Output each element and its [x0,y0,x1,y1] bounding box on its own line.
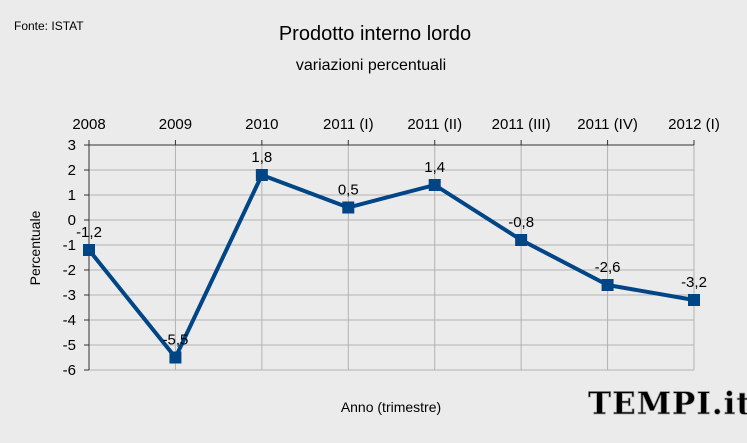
x-axis-title: Anno (trimestre) [341,399,441,415]
chart-title: Prodotto interno lordo [279,23,471,45]
data-label: -5,5 [162,332,188,349]
data-point-marker [342,201,355,214]
data-point-marker [83,244,95,256]
x-tick-label: 2011 (IV) [577,116,638,133]
watermark-logo: TEMPI.it [588,386,747,422]
x-tick-label: 2011 (III) [492,116,551,133]
data-label: -0,8 [508,214,534,231]
x-tick-label: 2010 [245,116,278,133]
data-point-marker [601,279,614,291]
data-point-marker [255,169,268,181]
y-tick-label: 0 [68,212,76,229]
y-tick-label: 1 [68,187,76,204]
y-tick-label: -4 [63,312,76,329]
y-tick-label: -3 [63,287,76,304]
y-tick-label: 2 [68,162,76,179]
y-tick-label: -5 [63,337,76,354]
y-tick-label: -2 [63,262,76,279]
data-label: 1,4 [424,159,445,176]
data-point-marker [688,294,700,306]
data-label: 1,8 [251,149,272,166]
series-line [87,173,695,360]
data-label: -2,6 [595,259,621,276]
data-point-marker [515,234,528,246]
source-note: Fonte: ISTAT [14,19,84,33]
data-point-marker [169,351,182,364]
plot-background [89,145,694,370]
x-tick-label: 2008 [72,116,105,133]
x-tick-label: 2011 (I) [323,116,374,133]
data-label: 0,5 [338,182,359,199]
chart-subtitle: variazioni percentuali [296,57,446,74]
plot-area: 3 2 1 0 -1 -2 -3 -4 -5 -6 2008 2009 2010 2011 (I) 2011… [63,116,720,379]
y-tick-label: 3 [68,137,76,154]
y-axis-title: Percentuale [27,210,43,285]
data-label: -3,2 [681,274,707,291]
data-label: -1,2 [76,224,102,241]
y-tick-label: -6 [63,362,76,379]
data-point-marker [428,179,441,191]
x-tick-label: 2011 (II) [407,116,462,133]
x-tick-label: 2012 (I) [668,116,720,133]
y-tick-label: -1 [63,237,76,254]
x-tick-label: 2009 [159,116,192,133]
